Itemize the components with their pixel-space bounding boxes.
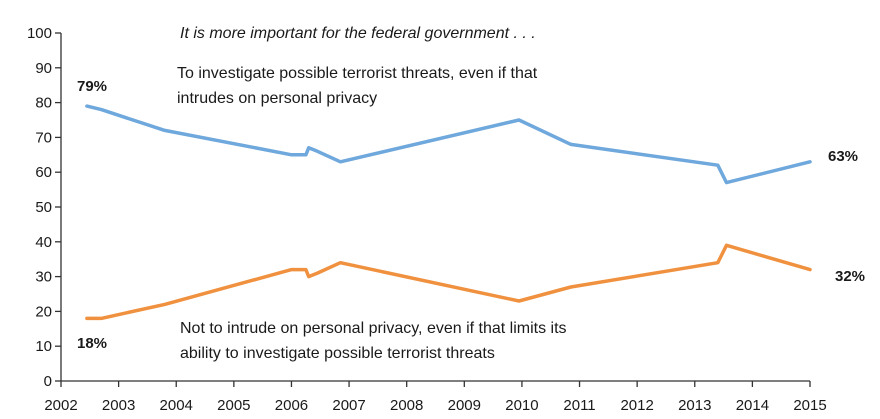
y-tick-label: 60 bbox=[35, 164, 52, 181]
series-1-start-label: 79% bbox=[77, 78, 107, 95]
y-tick-label: 90 bbox=[35, 60, 52, 77]
y-tick-label: 40 bbox=[35, 234, 52, 251]
x-tick-label: 2008 bbox=[390, 397, 423, 414]
y-tick-label: 50 bbox=[35, 199, 52, 216]
series-1-label-line-2: intrudes on personal privacy bbox=[177, 90, 377, 107]
series-2-label: Not to intrude on personal privacy, even… bbox=[180, 320, 571, 362]
x-tick-label: 2004 bbox=[160, 397, 193, 414]
x-tick-label: 2006 bbox=[275, 397, 308, 414]
x-tick-label: 2012 bbox=[620, 397, 653, 414]
x-tick-label: 2015 bbox=[793, 397, 826, 414]
series-2-start-label: 18% bbox=[77, 335, 107, 352]
x-tick-label: 2011 bbox=[563, 397, 595, 414]
x-tick-label: 2014 bbox=[736, 397, 769, 414]
y-tick-label: 30 bbox=[35, 269, 52, 286]
x-tick-label: 2009 bbox=[448, 397, 481, 414]
x-tick-label: 2005 bbox=[217, 397, 250, 414]
series-2-line bbox=[87, 245, 810, 318]
series-2-label-line-2: ability to investigate possible terroris… bbox=[180, 345, 495, 362]
chart-title: It is more important for the federal gov… bbox=[180, 25, 536, 42]
series-2-end-label: 32% bbox=[835, 268, 865, 285]
y-tick-label: 100 bbox=[27, 25, 52, 42]
y-tick-label: 0 bbox=[44, 373, 52, 390]
x-tick-label: 2002 bbox=[44, 397, 77, 414]
x-tick-label: 2007 bbox=[332, 397, 365, 414]
series-1-label: To investigate possible terrorist threat… bbox=[177, 65, 542, 107]
series-layer bbox=[87, 106, 810, 318]
y-tick-label: 80 bbox=[35, 95, 52, 112]
y-tick-label: 10 bbox=[35, 338, 52, 355]
series-1-label-line-1: To investigate possible terrorist threat… bbox=[177, 65, 538, 82]
y-tick-label: 70 bbox=[35, 129, 52, 146]
x-tick-label: 2003 bbox=[102, 397, 135, 414]
y-tick-label: 20 bbox=[35, 303, 52, 320]
x-tick-label: 2013 bbox=[678, 397, 711, 414]
series-1-line bbox=[87, 106, 810, 183]
series-1-end-label: 63% bbox=[828, 148, 858, 165]
series-2-label-line-1: Not to intrude on personal privacy, even… bbox=[180, 320, 567, 337]
x-tick-label: 2010 bbox=[505, 397, 538, 414]
